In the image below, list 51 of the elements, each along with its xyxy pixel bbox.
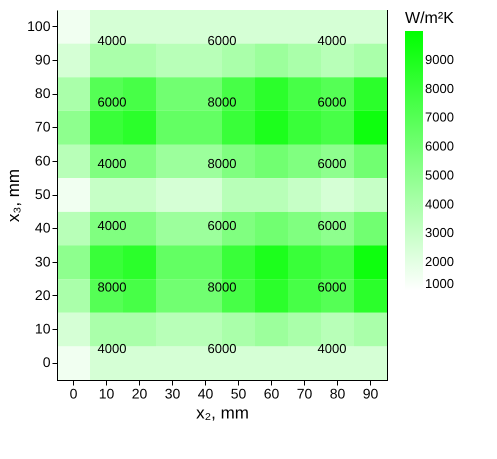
annotation: 4000 [98, 218, 126, 233]
y-axis-title: x₃, mm [4, 168, 24, 222]
color-bar-label: 5000 [425, 167, 454, 182]
annotation: 4000 [98, 341, 126, 356]
y-tick-label: 60 [34, 152, 51, 168]
annotation: 6000 [318, 94, 346, 110]
y-tick-label: 10 [34, 320, 51, 337]
color-bar-label: 4000 [425, 196, 454, 212]
annotation: 6000 [98, 94, 126, 110]
annotation: 6000 [318, 280, 346, 294]
x-tick-label: 90 [362, 386, 378, 402]
y-tick-label: 80 [34, 85, 51, 102]
color-bar-label: 6000 [425, 138, 454, 154]
color-bar-label: 1000 [425, 276, 454, 291]
annotation: 6000 [318, 156, 346, 172]
color-bar-label: 3000 [425, 225, 454, 240]
annotation: 8000 [208, 156, 236, 172]
annotation: 6000 [208, 341, 236, 356]
y-tick-label: 90 [34, 51, 51, 68]
color-bar-title: W/m²K [405, 10, 454, 27]
color-bar-label: 7000 [425, 110, 454, 125]
x-tick-label: 70 [296, 386, 312, 402]
annotation: 4000 [318, 32, 346, 48]
color-bar-label: 9000 [425, 52, 454, 67]
x-tick-label: 0 [70, 386, 78, 402]
annotation: 8000 [208, 280, 236, 294]
x-axis-title: x₂, mm [196, 404, 249, 422]
annotation: 6000 [208, 218, 236, 233]
x-tick-label: 10 [98, 386, 114, 402]
annotation: 4000 [98, 156, 126, 172]
x-tick-label: 80 [330, 386, 346, 402]
color-bar-label: 2000 [425, 254, 454, 270]
annotation: 6000 [318, 218, 346, 233]
annotation: 6000 [208, 32, 236, 48]
x-tick-label: 30 [164, 386, 180, 402]
y-tick-label: 100 [27, 18, 51, 34]
y-tick-label: 20 [34, 286, 51, 303]
y-tick-label: 0 [42, 354, 51, 370]
x-tick-label: 20 [132, 386, 148, 402]
color-bar-label: 8000 [425, 80, 454, 96]
y-tick-label: 30 [34, 253, 51, 270]
x-tick-label: 50 [230, 386, 246, 402]
y-tick-label: 70 [34, 118, 51, 135]
x-tick-label: 60 [264, 386, 280, 402]
y-tick-label: 50 [34, 186, 51, 202]
y-tick-label: 40 [34, 220, 51, 236]
annotation: 8000 [98, 280, 126, 294]
annotation: 8000 [208, 94, 236, 110]
x-tick-label: 40 [198, 386, 214, 402]
annotation: 4000 [98, 32, 126, 48]
annotation: 4000 [318, 341, 346, 356]
